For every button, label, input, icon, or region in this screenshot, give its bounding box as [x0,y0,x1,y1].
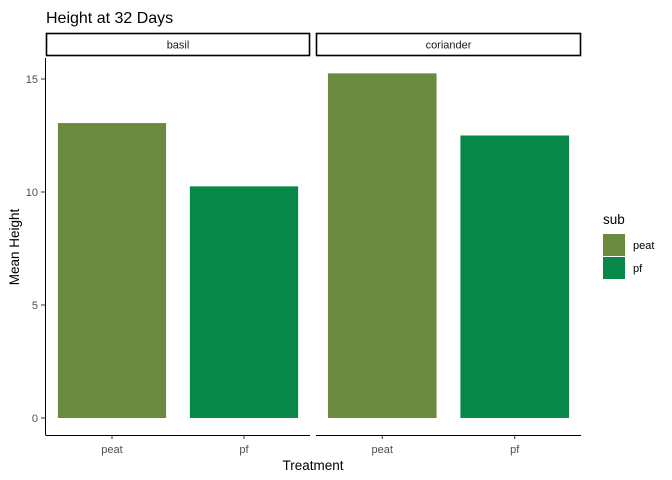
facet-strip [45,32,311,57]
y-tick-label: 0 [32,413,38,425]
bar-coriander-peat [327,73,437,418]
y-axis: 0 5 10 15 [26,58,46,436]
y-tick-label: 10 [26,187,38,199]
facet-panel-basil: basil peat pf [45,32,311,456]
legend-key-pf [603,257,625,279]
facet-strip [315,32,582,57]
x-tick-label: peat [372,444,393,456]
x-tick-label: pf [510,444,520,456]
y-tick-label: 5 [32,300,38,312]
legend-key-peat [603,234,625,256]
bar-basil-pf [189,186,299,418]
legend-label: pf [633,263,643,275]
chart-title: Height at 32 Days [46,10,173,27]
legend: sub peat pf [603,212,654,279]
x-tick-label: pf [239,444,249,456]
facet-strip-label: basil [167,40,190,52]
facet-strip-label: coriander [426,40,472,52]
legend-title: sub [603,212,625,227]
x-axis-title: Treatment [282,458,343,473]
y-axis-title: Mean Height [7,208,22,285]
legend-label: peat [633,240,654,252]
facet-panel-coriander: coriander peat pf [315,32,582,456]
y-tick-label: 15 [26,74,38,86]
bar-coriander-pf [460,135,570,418]
x-tick-label: peat [101,444,122,456]
facet-panels: basil peat pf coriander peat pf [45,32,582,456]
bar-basil-peat [57,123,167,418]
